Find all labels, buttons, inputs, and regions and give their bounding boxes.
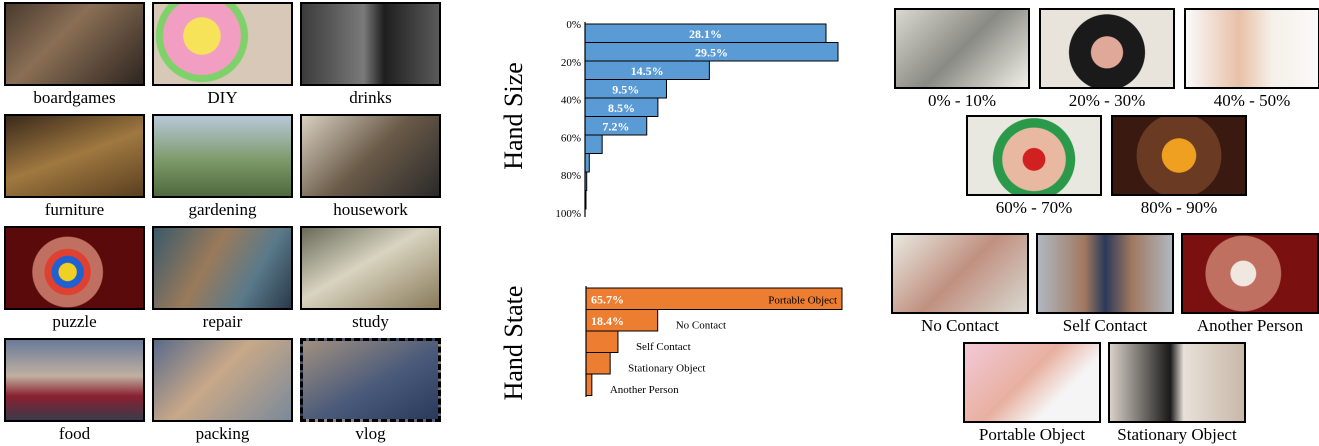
thumb-furniture bbox=[4, 114, 145, 198]
hand-size-chart: 28.1% 29.5% 14.5% 9.5% 8.5% 7.2% 0% 20% 40% 60% 80… bbox=[555, 19, 839, 217]
hand-state-bar bbox=[585, 352, 611, 375]
hand-state-category-label: Stationary Object bbox=[628, 362, 705, 374]
hand-state-data-label: 65.7% bbox=[591, 292, 624, 306]
hand-size-tick-label: 0% bbox=[566, 19, 581, 31]
size-example-caption: 0% - 10% bbox=[928, 91, 996, 110]
hand-size-bar bbox=[584, 153, 590, 173]
hand-state-data-label: 18.4% bbox=[591, 314, 624, 328]
state-example-image bbox=[1108, 342, 1246, 423]
category-label: furniture bbox=[44, 200, 105, 219]
category-label: housework bbox=[333, 200, 408, 219]
state-example-caption: Stationary Object bbox=[1117, 425, 1237, 444]
thumb-puzzle bbox=[4, 226, 145, 310]
hand-size-axis-label: Hand Size bbox=[499, 62, 528, 170]
category-label: vlog bbox=[355, 424, 386, 443]
hand-size-tick-label: 20% bbox=[561, 57, 581, 69]
category-label: food bbox=[58, 424, 91, 443]
category-label: puzzle bbox=[52, 312, 97, 331]
size-example-caption: 60% - 70% bbox=[995, 198, 1073, 217]
hand-state-category-label: Portable Object bbox=[768, 294, 837, 306]
hand-size-tick-label: 100% bbox=[555, 208, 581, 217]
hand-size-data-label: 28.1% bbox=[689, 27, 722, 41]
state-example-caption: Portable Object bbox=[978, 425, 1086, 444]
state-example-image bbox=[1181, 233, 1319, 314]
thumb-boardgames bbox=[4, 2, 145, 86]
thumb-repair bbox=[152, 226, 293, 310]
category-label: study bbox=[352, 312, 389, 331]
state-example-image bbox=[963, 342, 1101, 423]
hand-state-chart: 65.7% Portable Object 18.4% No Contact Self … bbox=[585, 286, 843, 397]
size-example-caption: 40% - 50% bbox=[1213, 91, 1291, 110]
category-label: boardgames bbox=[33, 88, 116, 107]
size-example-caption: 20% - 30% bbox=[1068, 91, 1146, 110]
state-example-image bbox=[1036, 233, 1174, 314]
hand-size-tick-label: 80% bbox=[561, 170, 581, 182]
hand-state-bar bbox=[585, 330, 619, 353]
category-label: drinks bbox=[349, 88, 392, 107]
thumb-food bbox=[4, 338, 145, 422]
category-label: repair bbox=[202, 312, 243, 331]
hand-size-tick-label: 40% bbox=[561, 95, 581, 107]
thumb-housework bbox=[300, 114, 441, 198]
hand-size-data-label: 14.5% bbox=[631, 64, 664, 78]
hand-state-axis-label: Hand State bbox=[499, 285, 528, 401]
hand-size-data-label: 8.5% bbox=[608, 101, 635, 115]
hand-size-tick-label: 60% bbox=[561, 132, 581, 144]
hand-size-data-label: 29.5% bbox=[695, 45, 728, 59]
thumb-packing bbox=[152, 338, 293, 422]
size-example-image bbox=[1039, 8, 1175, 89]
thumb-gardening bbox=[152, 114, 293, 198]
category-label: gardening bbox=[188, 200, 257, 219]
state-example-caption: Self Contact bbox=[1062, 316, 1148, 335]
state-example-caption: No Contact bbox=[921, 316, 999, 335]
thumb-diy bbox=[152, 2, 293, 86]
size-example-image bbox=[1111, 115, 1247, 196]
size-example-caption: 80% - 90% bbox=[1140, 198, 1218, 217]
category-label: DIY bbox=[207, 88, 238, 107]
hand-state-category-label: Self Contact bbox=[636, 341, 691, 353]
state-example-image bbox=[891, 233, 1029, 314]
size-example-image bbox=[966, 115, 1102, 196]
hand-state-category-label: Another Person bbox=[610, 384, 679, 396]
hand-state-category-label: No Contact bbox=[676, 319, 726, 331]
thumb-vlog bbox=[300, 338, 441, 422]
state-example-caption: Another Person bbox=[1196, 316, 1304, 335]
hand-state-bar bbox=[585, 373, 593, 396]
thumb-study bbox=[300, 226, 441, 310]
thumb-drinks bbox=[300, 2, 441, 86]
hand-size-bar bbox=[584, 134, 603, 154]
size-example-image bbox=[1184, 8, 1319, 89]
category-label: packing bbox=[195, 424, 250, 443]
hand-size-data-label: 7.2% bbox=[602, 119, 629, 133]
size-example-image bbox=[894, 8, 1030, 89]
hand-size-data-label: 9.5% bbox=[612, 82, 639, 96]
